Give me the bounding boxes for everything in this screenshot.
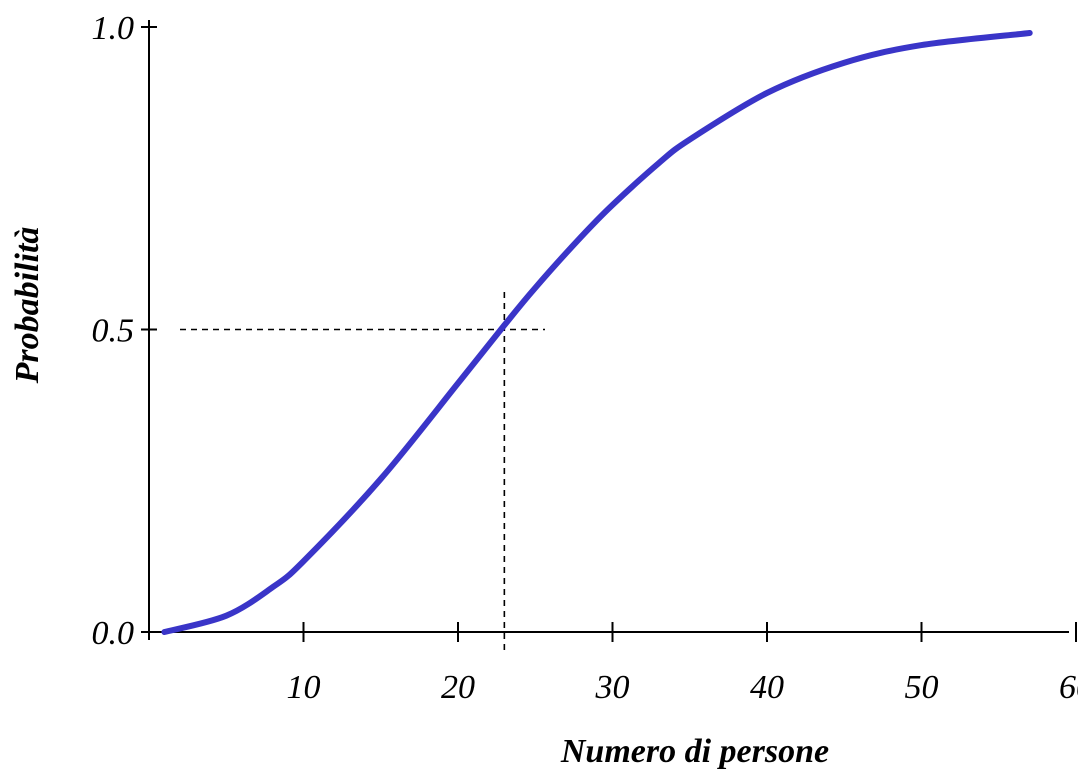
x-tick-label-30: 30 xyxy=(595,669,630,706)
x-tick-label-10: 10 xyxy=(287,669,321,706)
y-tick-label-0-5: 0.5 xyxy=(92,313,135,350)
tick-labels: 10 20 30 40 50 60 0.0 0.5 1.0 xyxy=(92,10,1078,706)
x-tick-label-60: 60 xyxy=(1059,669,1078,706)
y-tick-label-1: 1.0 xyxy=(92,10,135,47)
axes xyxy=(148,20,1069,640)
x-tick-label-50: 50 xyxy=(905,669,939,706)
x-axis-title: Numero di persone xyxy=(560,733,829,770)
series-line-0 xyxy=(161,30,1033,635)
x-tick-label-40: 40 xyxy=(750,669,784,706)
series-group xyxy=(161,30,1033,635)
x-tick-label-20: 20 xyxy=(441,669,475,706)
ticks xyxy=(141,26,1077,642)
reference-lines xyxy=(180,292,545,655)
y-axis-title: Probabilità xyxy=(9,227,46,385)
y-tick-label-0: 0.0 xyxy=(92,615,135,652)
